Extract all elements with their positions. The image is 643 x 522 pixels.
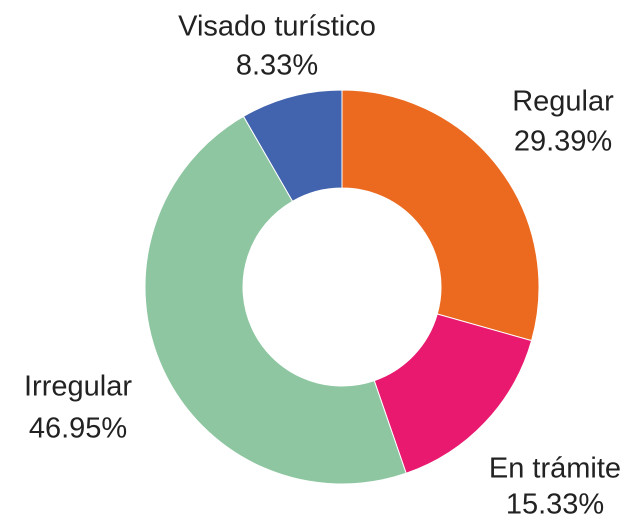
slice-label: Regular: [512, 86, 614, 118]
slice-label: En trámite: [489, 453, 621, 485]
donut-slice: [373, 313, 533, 474]
donut-slice: [242, 89, 343, 202]
donut-slice: [341, 89, 540, 342]
slice-value-label: 8.33%: [236, 50, 318, 82]
slice-label: Irregular: [24, 371, 132, 403]
slice-label: Visado turístico: [178, 11, 376, 43]
slice-value-label: 15.33%: [506, 489, 604, 517]
donut-slice: [144, 115, 407, 485]
slice-value-label: 46.95%: [29, 413, 127, 445]
slice-value-label: 29.39%: [514, 126, 612, 158]
